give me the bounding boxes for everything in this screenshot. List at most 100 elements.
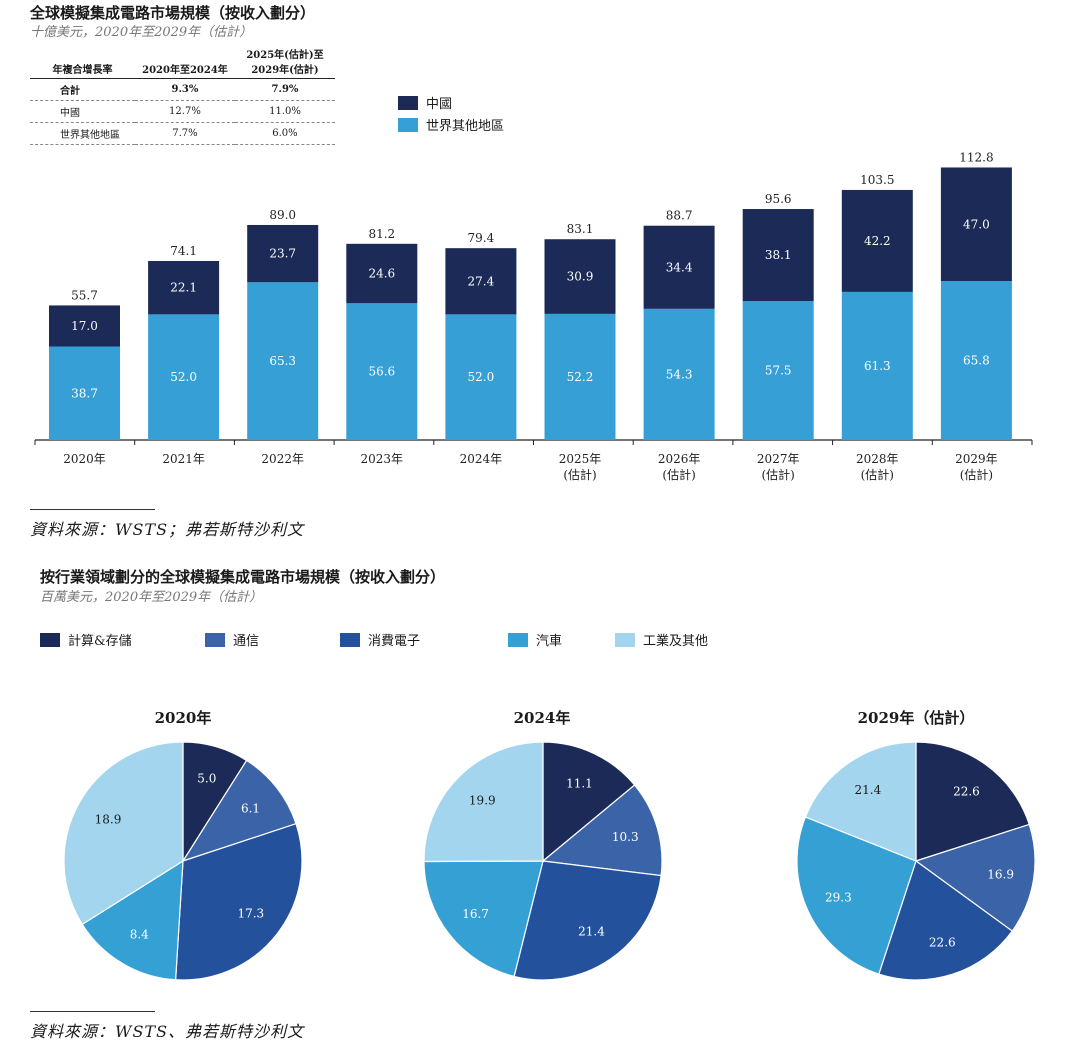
cagr-header-2025-2029: 2025年(估計)至 2029年(估計) (234, 44, 335, 79)
bar-segment-label: 38.1 (765, 248, 792, 262)
legend-item-communications: 通信 (205, 630, 259, 649)
bar-segment-label: 65.3 (269, 354, 296, 368)
bar-segment-label: 57.5 (765, 364, 792, 378)
pie-title-2020: 2020年 (154, 709, 212, 727)
slice-industrial-other (423, 741, 544, 863)
legend-item-consumer-electronics: 消費電子 (340, 630, 420, 649)
cagr-value-2020-2024: 12.7% (134, 100, 235, 123)
bar-segment-label: 42.2 (864, 234, 891, 248)
bar-segment-label: 65.8 (963, 354, 990, 368)
pie-title-2029: 2029年（估計） (857, 709, 975, 727)
pie-slice-label: 19.9 (469, 794, 496, 808)
legend-swatch-automotive (508, 632, 528, 647)
x-tick-label: 2021年 (162, 452, 205, 466)
bar-segment-china (742, 209, 814, 302)
legend-label: 通信 (233, 634, 260, 649)
pie-slice-label: 16.9 (987, 868, 1014, 882)
pie-slice-label: 21.4 (855, 783, 882, 797)
pie-slice-label: 5.0 (197, 772, 216, 786)
slice-consumer-electronics (513, 860, 662, 981)
legend-swatch-communications (205, 632, 225, 647)
pie-slice-label: 18.9 (95, 813, 122, 827)
legend-swatch-rest-of-world (398, 117, 418, 132)
bar-chart-title: 全球模擬集成電路市場規模（按收入劃分） (30, 4, 316, 22)
bar-segment-rest-of-world (247, 282, 319, 440)
bar-segment-label: 24.6 (368, 267, 395, 281)
slice-automotive (423, 860, 544, 978)
x-tick-label: (估計) (762, 467, 795, 482)
bar-segment-china (445, 248, 517, 315)
x-tick-label: 2025年 (559, 452, 602, 466)
pie-slice-label: 11.1 (566, 776, 593, 790)
cagr-value-2025-2029: 6.0% (234, 122, 335, 145)
bar-segment-rest-of-world (742, 301, 814, 440)
bar-segment-china (148, 260, 220, 315)
slice-communications (181, 759, 297, 863)
legend-label: 汽車 (536, 634, 563, 649)
legend-swatch-compute-storage (40, 632, 60, 647)
legend-swatch-industrial-other (615, 632, 635, 647)
bar-segment-china (643, 225, 715, 309)
bar-segment-label: 61.3 (864, 359, 891, 373)
bar-chart-subtitle: 十億美元，2020年至2029年（估計） (30, 25, 253, 40)
bar-segment-label: 52.0 (170, 370, 197, 384)
x-tick-label: 2020年 (63, 452, 106, 466)
legend-item-china: 中國 (398, 93, 452, 112)
bar-segment-label: 27.4 (468, 274, 495, 288)
legend-item-industrial-other: 工業及其他 (615, 630, 708, 649)
legend-label: 工業及其他 (643, 634, 709, 649)
x-tick-label: 2024年 (460, 452, 503, 466)
bar-segment-rest-of-world (643, 308, 715, 440)
bar-total-label: 112.8 (959, 150, 993, 164)
bar-segment-label: 47.0 (963, 217, 990, 231)
cagr-value-2020-2024: 7.7% (134, 122, 235, 145)
bar-segment-label: 52.0 (468, 370, 495, 384)
legend-label: 中國 (426, 97, 453, 112)
legend-item-compute-storage: 計算&存儲 (40, 630, 132, 649)
pie-slice-label: 22.6 (929, 936, 956, 950)
pie-slice-label: 21.4 (578, 925, 605, 939)
bar-segment-label: 17.0 (71, 319, 98, 333)
x-tick-label: 2026年 (658, 452, 701, 466)
cagr-row-rest-of-world: 世界其他地區 7.7% 6.0% (30, 122, 335, 145)
bar-segment-rest-of-world (49, 346, 120, 440)
bar-segment-label: 38.7 (71, 386, 98, 400)
cagr-row-total: 合計 9.3% 7.9% (30, 78, 335, 101)
slice-automotive (81, 859, 184, 981)
bar-segment-label: 22.1 (170, 281, 197, 295)
cagr-value-2025-2029: 11.0% (234, 100, 335, 123)
bar-total-label: 55.7 (71, 288, 98, 302)
bar-segment-china (841, 189, 913, 292)
bar-segment-china (346, 243, 418, 304)
bar-total-label: 83.1 (567, 222, 594, 236)
cagr-row-china: 中國 12.7% 11.0% (30, 100, 335, 123)
cagr-row-label: 中國 (30, 100, 135, 123)
stacked-bar-chart: 38.7 17.0 55.7 2020年 52.0 22.1 74.1 2021年 65.3 23… (34, 150, 1033, 482)
source-divider (30, 1011, 155, 1012)
slice-communications (541, 784, 663, 877)
pie-slice-label: 6.1 (241, 801, 260, 815)
bar-total-label: 88.7 (666, 209, 693, 223)
bar-segment-label: 54.3 (666, 367, 693, 381)
slice-communications (914, 823, 1036, 932)
pie-title-2024: 2024年 (513, 709, 571, 727)
bar-segment-rest-of-world (544, 313, 616, 440)
pie-slice-label: 17.3 (237, 906, 264, 920)
bar-segment-china (544, 239, 616, 314)
legend-item-automotive: 汽車 (508, 630, 562, 649)
bar-total-label: 89.0 (269, 208, 296, 222)
bar-segment-china (940, 167, 1012, 282)
bar-segment-label: 34.4 (666, 260, 693, 274)
bar-segment-rest-of-world (445, 314, 517, 440)
x-tick-label: 2022年 (261, 452, 304, 466)
cagr-table-header: 年複合增長率 2020年至2024年 2025年(估計)至 2029年(估計) (30, 44, 335, 79)
bar-segment-china (49, 305, 120, 347)
bar-total-label: 95.6 (765, 192, 792, 206)
bar-segment-label: 56.6 (368, 365, 395, 379)
legend-swatch-china (398, 95, 418, 110)
pie-charts-source: 資料來源：WSTS、弗若斯特沙利文 (30, 1022, 305, 1041)
x-tick-label: 2027年 (757, 452, 800, 466)
bar-segment-label: 23.7 (269, 247, 296, 261)
bar-segment-label: 52.2 (567, 370, 594, 384)
slice-consumer-electronics (878, 860, 1014, 981)
